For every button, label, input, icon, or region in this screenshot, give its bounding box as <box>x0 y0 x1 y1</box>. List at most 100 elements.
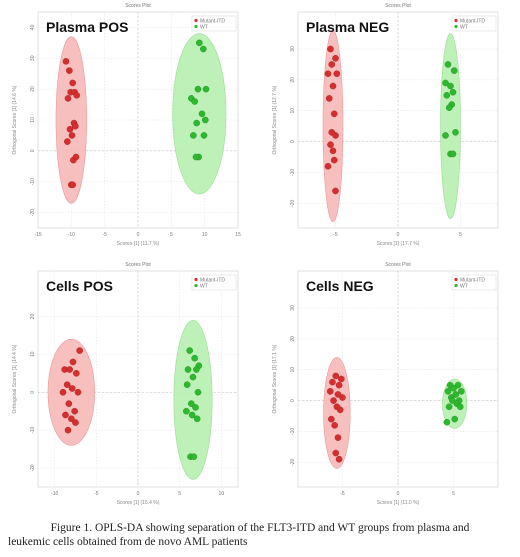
legend-entry: Mutant-ITD <box>460 18 485 24</box>
legend-entry: WT <box>200 283 208 289</box>
ellipse-wt <box>440 33 461 220</box>
point-wt <box>193 415 201 423</box>
point-mutant-itd <box>72 153 80 161</box>
chart-cells-neg: Scores Plot -5 0 5 -20 -10 0 10 20 30 Cells NEG Mut… <box>260 259 520 521</box>
point-wt <box>200 45 207 53</box>
y-tick-label: 30 <box>290 46 296 52</box>
x-tick-label: -5 <box>94 491 99 497</box>
point-mutant-itd <box>324 70 332 78</box>
panel-label: Plasma NEG <box>306 19 389 35</box>
point-wt <box>443 418 451 426</box>
x-tick-label: -5 <box>102 232 107 238</box>
point-wt <box>186 347 193 354</box>
y-tick-label: 0 <box>30 149 36 152</box>
panel-label: Cells POS <box>46 278 113 294</box>
point-mutant-itd <box>334 434 342 441</box>
point-wt <box>442 132 449 139</box>
point-wt <box>445 104 453 111</box>
point-wt <box>444 388 452 395</box>
x-tick-label: 5 <box>459 232 462 238</box>
x-axis-label: Scores [1] (11.0 %) <box>377 500 420 506</box>
legend-marker <box>454 277 458 282</box>
point-wt <box>193 119 200 127</box>
y-axis-label: Orthogonal Scores [1] (17.1 %) <box>272 344 278 413</box>
point-wt <box>194 388 202 396</box>
point-wt <box>190 453 198 460</box>
legend-marker <box>194 24 198 29</box>
y-tick-label: -20 <box>30 464 36 471</box>
point-mutant-itd <box>74 388 82 396</box>
point-wt <box>202 85 210 93</box>
point-wt <box>192 153 200 161</box>
point-mutant-itd <box>327 141 334 148</box>
ellipse-mutant-itd <box>322 30 344 223</box>
legend-entry: WT <box>460 283 468 289</box>
point-mutant-itd <box>331 421 338 429</box>
chart-title: Scores Plot <box>385 262 411 268</box>
chart-plasma-pos: Scores Plot -15 -10 -5 0 5 10 15 -20 -10 0 10 20 30 40… <box>0 0 260 262</box>
point-wt <box>198 110 206 118</box>
y-tick-label: 0 <box>30 391 36 394</box>
point-mutant-itd <box>336 406 344 414</box>
point-mutant-itd <box>69 181 76 189</box>
x-axis-label: Scores [1] (11.7 %) <box>117 241 160 247</box>
point-wt <box>449 88 457 96</box>
panel-label: Cells NEG <box>306 278 374 294</box>
point-wt <box>450 67 458 74</box>
point-wt <box>189 373 197 381</box>
legend-entry: Mutant-ITD <box>200 18 225 24</box>
y-axis-label: Orthogonal Scores [1] (14.4 %) <box>12 344 18 413</box>
point-wt <box>188 411 196 419</box>
point-wt <box>193 366 200 373</box>
chart-cells-neg-svg: Scores Plot -5 0 5 -20 -10 0 10 20 30 Cells NEG Mut… <box>272 262 499 506</box>
point-wt <box>191 98 198 105</box>
ellipse-wt <box>173 319 213 480</box>
point-wt <box>451 415 458 423</box>
point-mutant-itd <box>73 370 80 377</box>
point-mutant-itd <box>63 381 71 388</box>
point-mutant-itd <box>327 45 334 53</box>
caption-line-2: leukemic cells obtained from de novo AML… <box>8 536 248 548</box>
point-mutant-itd <box>73 92 80 99</box>
point-mutant-itd <box>66 366 73 373</box>
y-tick-label: -20 <box>290 199 296 206</box>
y-tick-label: 40 <box>30 24 36 30</box>
legend-marker <box>454 24 458 29</box>
point-wt <box>458 388 465 395</box>
y-tick-label: 10 <box>30 117 36 123</box>
point-mutant-itd <box>333 70 341 78</box>
y-tick-label: 10 <box>30 351 36 357</box>
legend-entry: Mutant-ITD <box>460 277 485 283</box>
point-mutant-itd <box>69 358 77 366</box>
point-wt <box>183 407 190 415</box>
point-wt <box>196 39 203 47</box>
point-wt <box>447 82 454 90</box>
point-wt <box>445 403 453 411</box>
point-wt <box>450 384 457 392</box>
chart-cells-pos-svg: Scores Plot -10 -5 0 5 10 -20 -10 0 10 20 Cells POS… <box>12 262 239 506</box>
legend-entry: Mutant-ITD <box>200 277 225 283</box>
chart-plasma-neg: Scores Plot -5 0 5 -20 -10 0 10 20 30 Plasma NEG Mu… <box>260 0 520 262</box>
legend-marker <box>194 283 198 288</box>
x-axis-label: Scores [1] (17.7 %) <box>377 241 420 247</box>
x-tick-label: -5 <box>340 491 345 497</box>
point-mutant-itd <box>329 82 337 90</box>
point-wt <box>190 132 197 139</box>
point-mutant-itd <box>324 162 332 170</box>
point-wt <box>202 116 209 124</box>
y-tick-label: 30 <box>290 305 296 311</box>
point-mutant-itd <box>326 388 334 395</box>
point-mutant-itd <box>59 388 67 396</box>
legend-marker <box>194 277 198 282</box>
point-wt <box>444 61 452 68</box>
ellipse-mutant-itd <box>55 36 87 204</box>
x-tick-label: -10 <box>68 232 75 238</box>
legend-marker <box>454 18 458 23</box>
point-mutant-itd <box>332 54 339 62</box>
point-mutant-itd <box>66 67 73 74</box>
x-tick-label: 10 <box>202 232 208 238</box>
point-wt <box>184 366 192 373</box>
point-mutant-itd <box>76 347 83 354</box>
chart-title: Scores Plot <box>125 3 151 9</box>
point-mutant-itd <box>72 122 79 130</box>
